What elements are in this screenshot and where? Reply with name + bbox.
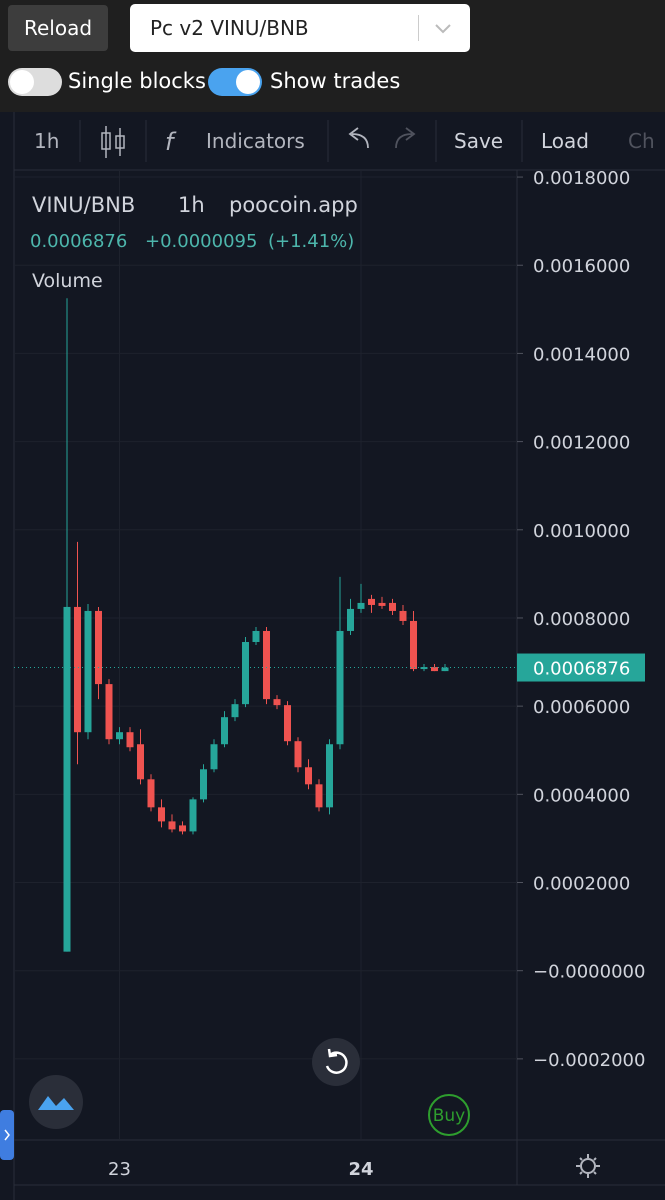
candle-body <box>263 630 270 700</box>
candle-body <box>336 630 344 745</box>
candle-body <box>137 744 144 780</box>
candle-body <box>231 704 239 718</box>
candle-body <box>399 610 407 621</box>
logo-button[interactable] <box>29 1075 83 1129</box>
candle-body <box>158 807 165 822</box>
candle-body <box>420 667 428 670</box>
candle-body <box>242 641 249 705</box>
candle-body <box>368 598 375 605</box>
reset-icon <box>325 1048 348 1074</box>
knob <box>236 70 260 94</box>
candle-icon[interactable] <box>101 126 125 158</box>
candle-body <box>347 608 354 631</box>
candle-body <box>147 779 155 808</box>
candle-body <box>221 717 228 745</box>
y-tick-label: 0.0018000 <box>533 168 630 189</box>
y-tick-label: 0.0012000 <box>533 433 630 454</box>
y-tick-label: 0.0014000 <box>533 344 630 365</box>
y-tick-label: 0.0006000 <box>533 697 630 718</box>
y-tick-label: 0.0010000 <box>533 521 630 542</box>
legend-interval: 1h <box>178 193 205 217</box>
pair-select[interactable]: Pc v2 VINU/BNB <box>130 4 470 52</box>
top-bar: Reload Pc v2 VINU/BNB Single blocks Show… <box>0 0 665 112</box>
y-tick-label: 0.0004000 <box>533 785 630 806</box>
undo-icon[interactable] <box>348 127 369 149</box>
candle-body <box>210 744 218 770</box>
candle-body <box>189 799 197 832</box>
candle-body <box>315 784 323 808</box>
toggle-label: Single blocks <box>68 69 206 93</box>
legend-source: poocoin.app <box>229 193 358 217</box>
candle-body <box>200 769 207 800</box>
candle-body <box>126 732 134 748</box>
logo-icon <box>38 1096 74 1110</box>
legend-change-pct: (+1.41%) <box>268 231 354 252</box>
pair-select-text: Pc v2 VINU/BNB <box>150 16 309 40</box>
reload-button[interactable]: Reload <box>8 5 108 51</box>
interval-button[interactable]: 1h <box>34 129 59 153</box>
legend-change: +0.0000095 <box>145 231 257 252</box>
indicators-button[interactable]: Indicators <box>206 129 305 153</box>
candle-body <box>84 610 92 733</box>
plot: 23 24 0.0018000 0.0016000 0.0014000 0.0012000… <box>14 168 645 1180</box>
candle-body <box>179 825 186 832</box>
candle-body <box>284 705 291 742</box>
candle-body <box>116 732 123 740</box>
cut-off-button[interactable]: Ch <box>628 129 655 153</box>
dropdown-arrow <box>435 24 451 34</box>
candle-body <box>105 684 113 740</box>
candle-body <box>378 602 386 606</box>
x-tick-label: 23 <box>108 1159 131 1180</box>
load-button[interactable]: Load <box>541 129 589 153</box>
candle-body <box>441 667 449 672</box>
legend-title: VINU/BNB <box>32 193 135 217</box>
candle-body <box>357 602 365 609</box>
y-tick-label: 0.0016000 <box>533 256 630 277</box>
chart-toolbar <box>14 112 665 170</box>
side-tab[interactable] <box>0 1110 14 1160</box>
candle-body <box>431 667 438 672</box>
volume-label: Volume <box>32 270 103 292</box>
reset-button[interactable] <box>312 1038 360 1086</box>
separator <box>418 15 419 41</box>
save-button[interactable]: Save <box>454 129 503 153</box>
y-tick-label: 0.0002000 <box>533 874 630 895</box>
x-tick-label: 24 <box>348 1159 373 1180</box>
last-price-box <box>517 653 645 682</box>
knob <box>10 70 34 94</box>
last-price-label: 0.0006876 <box>533 659 630 680</box>
settings-icon[interactable] <box>576 1154 600 1178</box>
candle-body <box>74 606 81 733</box>
single-blocks-toggle[interactable] <box>8 68 62 96</box>
buy-label: Buy <box>433 1106 466 1126</box>
toggle-label: Show trades <box>270 69 401 93</box>
show-trades-toggle[interactable] <box>208 68 262 96</box>
y-tick-label: −0.0002000 <box>533 1050 645 1071</box>
candle-body <box>63 606 71 952</box>
y-tick-label: −0.0000000 <box>533 962 645 983</box>
y-tick-label: 0.0008000 <box>533 609 630 630</box>
side-tab-arrow <box>4 1129 10 1141</box>
candle-body <box>294 741 302 768</box>
buy-button[interactable] <box>428 1094 470 1136</box>
candle-body <box>252 630 260 642</box>
candle-body <box>95 610 102 685</box>
candle-body <box>326 744 333 808</box>
candle-body <box>305 767 312 785</box>
legend-close: 0.0006876 <box>30 231 127 252</box>
redo-icon <box>395 127 416 149</box>
candle-body <box>168 821 176 830</box>
candle-body <box>273 699 281 706</box>
candle-body <box>389 602 396 611</box>
candle-body <box>410 620 417 670</box>
